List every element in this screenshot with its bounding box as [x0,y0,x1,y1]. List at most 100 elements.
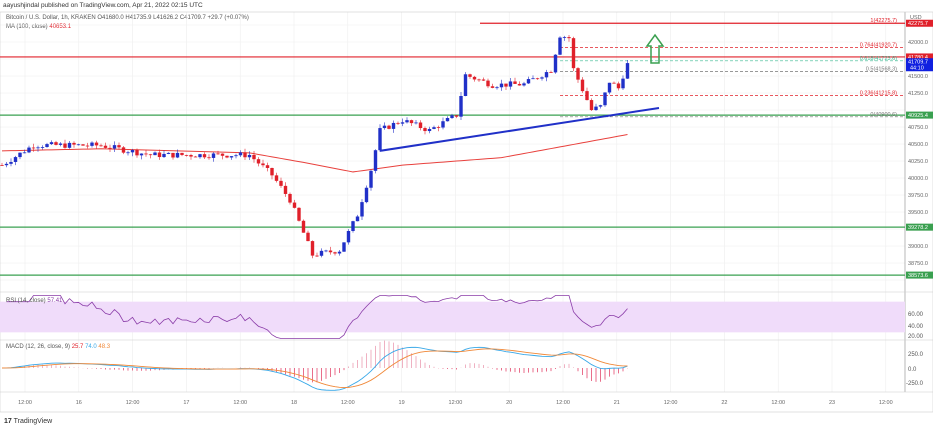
symbol-legend: Bitcoin / U.S. Dollar, 1h, KRAKEN O41680… [6,15,249,21]
candle-body [117,145,121,148]
price-axis-label: 38750.0 [908,261,928,267]
candle-body [198,154,202,158]
macd-legend: MACD (12, 26, close, 9) 25.7 74.0 48.3 [6,344,110,350]
candle-body [396,122,400,124]
price-badge [906,223,933,231]
candle-body [234,155,238,157]
rsi-tick: 40.00 [908,324,924,330]
macd-tick: 250.0 [908,352,924,358]
price-axis-label: 40750.0 [908,125,928,131]
time-axis-label: 12:00 [879,400,893,406]
candle-body [13,157,18,162]
high-value: H41735.9 [125,15,152,21]
candle-body [517,83,522,86]
candle-body [589,100,594,111]
candle-body [238,152,243,156]
macd-hist-value: 25.7 [71,344,84,350]
time-axis-label: 23 [829,400,835,406]
candle-body [594,106,598,111]
fib-level-label: 0(40900.6) [870,112,897,118]
candle-body [535,78,540,80]
candle-body [103,145,108,148]
candle-body [616,83,621,89]
candle-body [130,150,135,153]
time-axis-label: 12:00 [233,400,247,406]
candle-body [202,154,207,158]
price-badge-label: 41780.4 [908,55,928,61]
time-axis-label: 18 [291,400,297,406]
price-axis-label: 40250.0 [908,159,928,165]
candle-body [261,163,265,166]
candle-body [405,120,409,123]
candle-body [576,68,580,80]
symbol-name: Bitcoin / U.S. Dollar, 1h, KRAKEN [6,15,96,21]
candle-body [378,128,382,151]
candle-body [166,152,171,154]
candle-body [139,153,144,156]
candle-body [27,147,31,153]
candle-body [328,250,333,253]
price-axis-label: 41500.0 [908,74,928,80]
candle-body [283,185,288,194]
candle-body [67,142,72,148]
macd-value: 74.0 [85,344,97,350]
candle-body [450,115,454,119]
candle-body [486,80,490,87]
signal-line [1,348,628,389]
candle-body [112,145,117,149]
price-badge-label: 40925.4 [908,113,928,119]
price-badge-label: 39278.2 [908,225,928,231]
price-axis-label: 39500.0 [908,210,928,216]
time-axis-label: 16 [76,400,82,406]
time-axis-label: 12:00 [126,400,140,406]
candle-body [625,63,630,79]
candle-body [513,81,517,84]
candle-body [315,255,319,257]
candle-body [459,95,463,117]
currency-label: USD [910,15,922,21]
candle-body [319,250,324,256]
candle-body [270,167,274,176]
time-axis-label: 20 [506,400,512,406]
candle-body [81,144,85,146]
candle-body [45,144,49,148]
candle-body [382,125,387,129]
open-value: O41680.0 [97,15,124,21]
candle-body [436,127,441,129]
candle-body [342,242,346,252]
candle-body [121,147,126,153]
rsi-legend: RSI (14, close) 57.41 [6,298,62,304]
trendline [379,106,660,152]
candle-body [256,159,261,164]
footer-text: TradingView [13,418,53,425]
candle-body [558,37,562,55]
time-axis-label: 12:00 [771,400,785,406]
change-value: +29.7 (+0.07%) [207,15,249,21]
price-badge [906,19,933,27]
candle-body [468,74,472,77]
time-axis-label: 12:00 [664,400,678,406]
candle-body [562,37,567,38]
candle-body [63,143,67,148]
close-value: C41709.7 [179,15,206,21]
candle-body [540,77,544,79]
candle-body [108,147,112,149]
candle-body [490,86,495,88]
candle-body [18,152,22,158]
low-value: L41626.2 [153,15,179,21]
price-axis-label: 40500.0 [908,142,928,148]
time-axis-label: 12:00 [18,400,32,406]
candle-body [99,145,103,147]
candle-body [9,161,13,164]
price-axis-label: 39750.0 [908,193,928,199]
price-badge [906,58,933,72]
candle-body [180,152,184,155]
candle-body [607,82,612,93]
candle-body [351,221,355,231]
candle-body [580,79,585,92]
candle-body [148,154,153,156]
rsi-band [0,301,905,333]
candle-body [193,156,198,158]
candle-body [31,147,36,149]
